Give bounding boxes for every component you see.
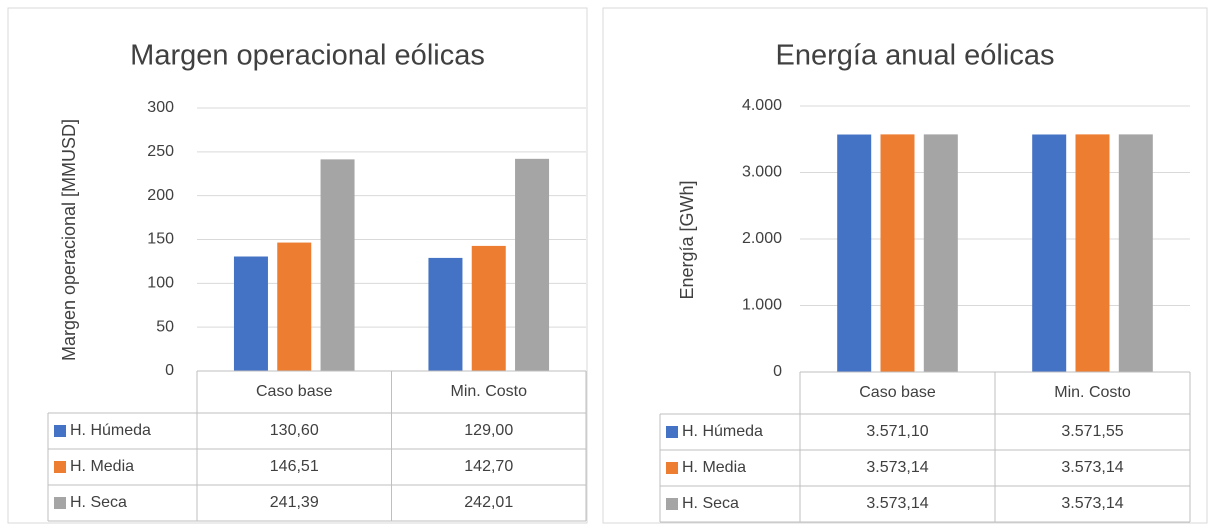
legend-swatch [666, 498, 678, 510]
y-tick-label: 100 [147, 275, 174, 292]
y-tick-label: 200 [147, 187, 174, 204]
table-value: 241,39 [270, 494, 319, 511]
bar [233, 256, 268, 371]
bar [923, 134, 958, 372]
legend-label: H. Media [70, 458, 134, 475]
table-value: 129,00 [464, 422, 513, 439]
bar [1075, 134, 1110, 372]
y-tick-label: 150 [147, 231, 174, 248]
legend-label: H. Húmeda [682, 423, 763, 440]
table-value: 3.573,14 [866, 495, 928, 512]
y-tick-label: 300 [147, 99, 174, 116]
legend-swatch [54, 425, 66, 437]
category-label: Min. Costo [451, 383, 528, 400]
legend-label: H. Seca [682, 495, 739, 512]
legend-label: H. Húmeda [70, 422, 151, 439]
legend-swatch [666, 462, 678, 474]
chart-border [7, 7, 588, 524]
category-label: Min. Costo [1054, 384, 1131, 401]
legend-label: H. Seca [70, 494, 127, 511]
table-value: 3.573,14 [1061, 495, 1123, 512]
y-tick-label: 4.000 [742, 97, 782, 114]
y-tick-label: 3.000 [742, 164, 782, 181]
y-tick-label: 0 [165, 362, 174, 379]
chart-title: Margen operacional eólicas [130, 40, 485, 72]
bar [515, 158, 550, 371]
table-value: 130,60 [270, 422, 319, 439]
table-value: 3.571,55 [1061, 423, 1123, 440]
legend-swatch [666, 426, 678, 438]
y-tick-label: 0 [773, 363, 782, 380]
category-label: Caso base [256, 383, 333, 400]
table-value: 142,70 [464, 458, 513, 475]
bar [837, 134, 872, 372]
bar [1118, 134, 1153, 372]
legend-swatch [54, 461, 66, 473]
legend-label: H. Media [682, 459, 746, 476]
chart-title: Energía anual eólicas [776, 40, 1055, 72]
bar [471, 245, 506, 371]
bar [320, 159, 355, 371]
bar [1032, 134, 1067, 372]
legend-swatch [54, 497, 66, 509]
y-tick-label: 2.000 [742, 230, 782, 247]
bar [428, 257, 463, 371]
table-value: 3.571,10 [866, 423, 928, 440]
table-value: 146,51 [270, 458, 319, 475]
table-value: 3.573,14 [866, 459, 928, 476]
y-tick-label: 1.000 [742, 297, 782, 314]
y-axis-label: Margen operacional [MMUSD] [59, 119, 79, 361]
table-value: 242,01 [464, 494, 513, 511]
y-tick-label: 50 [156, 318, 174, 335]
bar [277, 242, 312, 371]
category-label: Caso base [859, 384, 936, 401]
bar [880, 134, 915, 372]
y-tick-label: 250 [147, 143, 174, 160]
table-value: 3.573,14 [1061, 459, 1123, 476]
chart-border [602, 7, 1208, 524]
y-axis-label: Energía [GWh] [677, 180, 697, 299]
